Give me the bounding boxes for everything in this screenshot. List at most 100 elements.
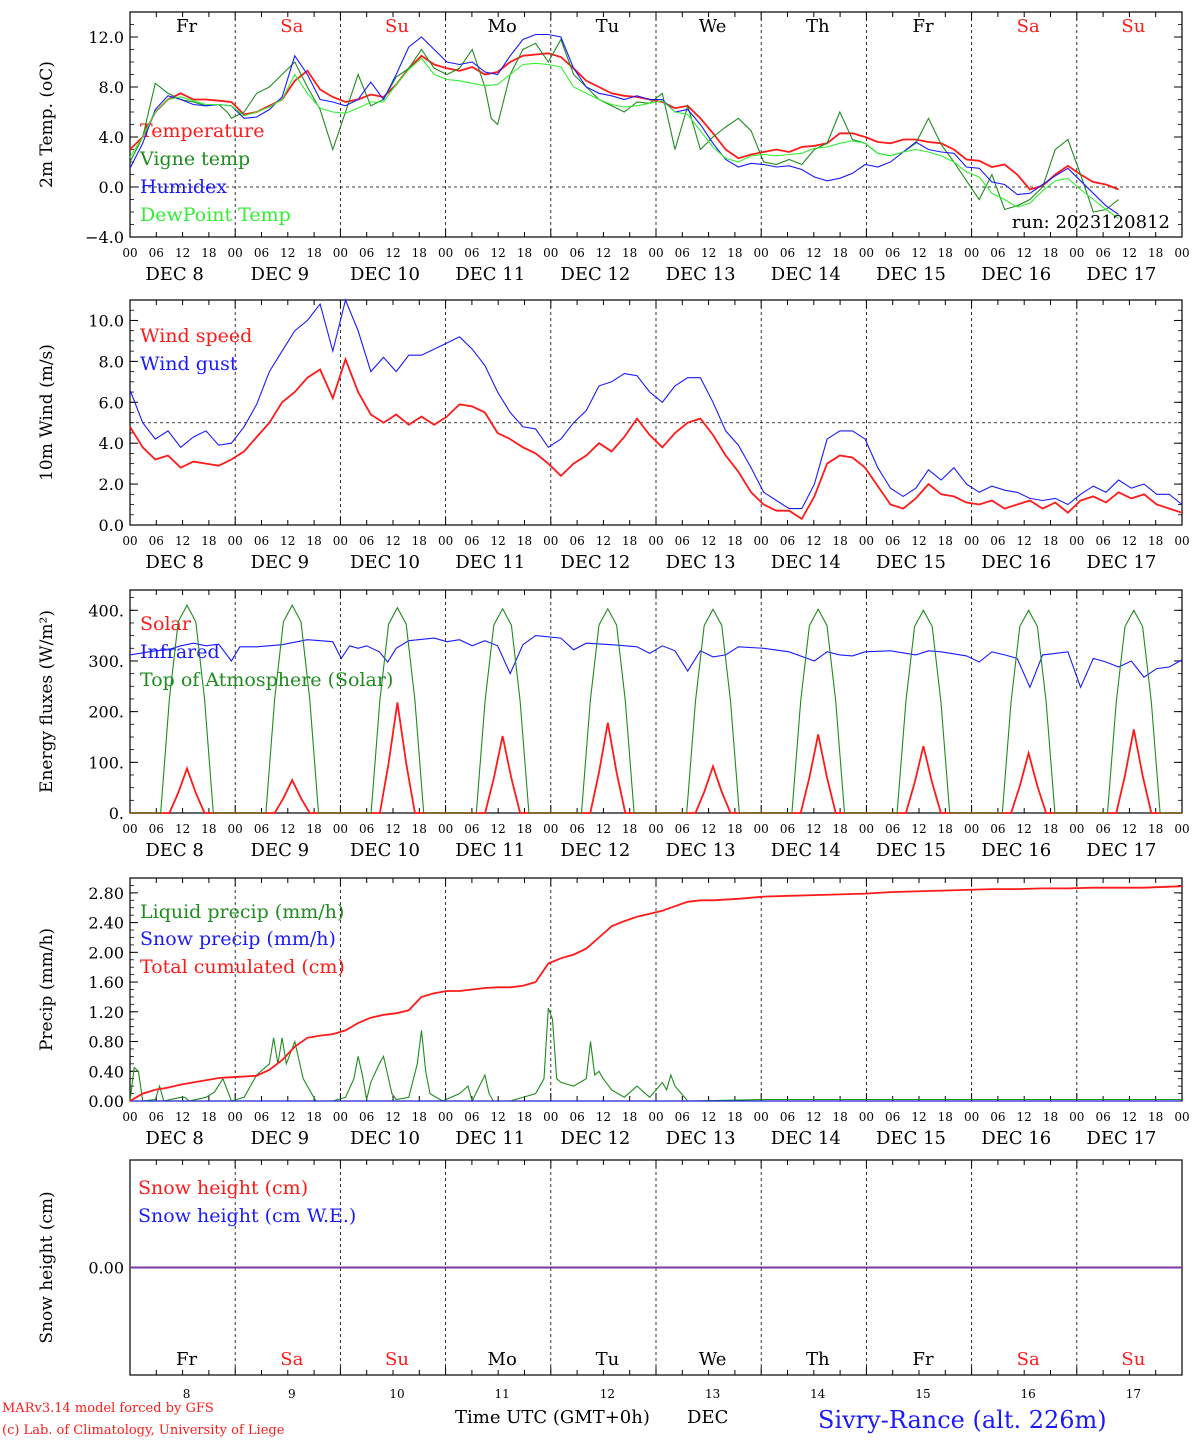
legend-entry: Humidex [140, 176, 227, 198]
y-tick-label: 0.40 [88, 1062, 124, 1081]
day-number-label: 13 [705, 1387, 720, 1401]
hour-tick-label: 18 [412, 822, 427, 836]
date-label: DEC 13 [666, 1128, 736, 1149]
hour-tick-label: 12 [175, 822, 190, 836]
hour-tick-label: 06 [675, 534, 690, 548]
hour-tick-label: 12 [701, 246, 716, 260]
series-line [130, 604, 1182, 814]
plot-frame [129, 589, 1183, 814]
hour-tick-label: 00 [1174, 1110, 1189, 1124]
hour-tick-label: 12 [280, 1110, 295, 1124]
date-label: DEC 14 [771, 264, 841, 285]
hour-tick-label: 12 [1017, 246, 1032, 260]
hour-tick-label: 06 [569, 1110, 584, 1124]
y-tick-label: 2.40 [88, 914, 124, 933]
hour-tick-label: 06 [990, 534, 1005, 548]
hour-tick-label: 06 [675, 822, 690, 836]
date-label: DEC 16 [981, 552, 1051, 573]
date-label: DEC 16 [981, 840, 1051, 861]
hour-tick-label: 12 [1017, 822, 1032, 836]
hour-tick-label: 12 [491, 246, 506, 260]
y-tick-label: 1.60 [88, 973, 124, 992]
day-number-label: 11 [495, 1387, 510, 1401]
date-label: DEC 11 [455, 264, 525, 285]
hour-tick-label: 18 [517, 246, 532, 260]
y-tick-label: 4.0 [99, 434, 124, 453]
y-tick-label: 0.00 [88, 1259, 124, 1278]
series-line [129, 52, 1119, 191]
day-number-label: 12 [600, 1387, 615, 1401]
hour-tick-label: 00 [648, 246, 663, 260]
date-label: DEC 8 [145, 1128, 204, 1149]
hour-tick-label: 12 [806, 534, 821, 548]
hour-tick-label: 06 [1095, 1110, 1110, 1124]
y-axis-title: Energy fluxes (W/m²) [37, 610, 57, 793]
hour-tick-label: 12 [1017, 534, 1032, 548]
series-line [129, 356, 1183, 521]
hour-tick-label: 12 [385, 822, 400, 836]
hour-tick-label: 18 [727, 1110, 742, 1124]
hour-tick-label: 18 [1043, 822, 1058, 836]
hour-tick-label: 18 [938, 822, 953, 836]
weekday-label: Th [806, 16, 830, 37]
hour-tick-label: 00 [1069, 534, 1084, 548]
hour-tick-label: 12 [1122, 822, 1137, 836]
date-label: DEC 11 [455, 552, 525, 573]
run-annotation: run: 2023120812 [1012, 212, 1170, 233]
hour-tick-label: 18 [832, 1110, 847, 1124]
date-label: DEC 9 [251, 840, 310, 861]
y-tick-label: 300. [88, 652, 124, 671]
y-axis-title: 2m Temp. (oC) [37, 61, 57, 188]
hour-tick-label: 12 [701, 1110, 716, 1124]
y-tick-label: 2.80 [88, 884, 124, 903]
hour-tick-label: 12 [280, 534, 295, 548]
day-number-label: 10 [389, 1387, 404, 1401]
hour-tick-label: 12 [701, 534, 716, 548]
weekday-label: Th [806, 1349, 830, 1370]
y-tick-label: 0. [109, 804, 124, 823]
day-number-label: 8 [183, 1387, 191, 1401]
hour-tick-label: 06 [149, 534, 164, 548]
hour-tick-label: 18 [727, 822, 742, 836]
y-tick-label: 4.0 [99, 128, 124, 147]
hour-tick-label: 00 [438, 822, 453, 836]
hour-tick-label: 00 [859, 822, 874, 836]
hour-tick-label: 06 [885, 1110, 900, 1124]
hour-tick-label: 18 [938, 246, 953, 260]
date-label: DEC 13 [666, 840, 736, 861]
hour-tick-label: 12 [280, 246, 295, 260]
hour-tick-label: 00 [1069, 1110, 1084, 1124]
series-line [129, 298, 1183, 510]
date-label: DEC 12 [560, 552, 630, 573]
legend-entry: Top of Atmosphere (Solar) [140, 669, 393, 691]
date-label: DEC 10 [350, 264, 420, 285]
hour-tick-label: 12 [491, 822, 506, 836]
hour-tick-label: 18 [1043, 534, 1058, 548]
date-label: DEC 12 [560, 264, 630, 285]
date-label: DEC 12 [560, 1128, 630, 1149]
hour-tick-label: 00 [228, 534, 243, 548]
hour-tick-label: 18 [938, 534, 953, 548]
hour-tick-label: 18 [517, 534, 532, 548]
y-tick-label: 0.80 [88, 1033, 124, 1052]
hour-tick-label: 00 [333, 1110, 348, 1124]
panel-3: 0. 100. 200. 300. 400. Energy fluxes (W/m²) 00… [37, 589, 1190, 861]
date-label: DEC 8 [145, 264, 204, 285]
hour-tick-label: 06 [885, 534, 900, 548]
hour-tick-label: 00 [438, 534, 453, 548]
date-label: DEC 11 [455, 840, 525, 861]
y-tick-label: 400. [88, 601, 124, 620]
hour-tick-label: 18 [832, 822, 847, 836]
day-number-label: 9 [288, 1387, 296, 1401]
hour-tick-label: 00 [333, 534, 348, 548]
hour-tick-label: 12 [806, 822, 821, 836]
series-line [129, 1007, 1182, 1103]
hour-tick-label: 06 [359, 1110, 374, 1124]
weekday-label: Sa [280, 16, 303, 37]
legend-entry: DewPoint Temp [140, 204, 291, 226]
hour-tick-label: 12 [1122, 534, 1137, 548]
hour-tick-label: 00 [1069, 246, 1084, 260]
series-line [129, 885, 1183, 1102]
hour-tick-label: 06 [885, 822, 900, 836]
